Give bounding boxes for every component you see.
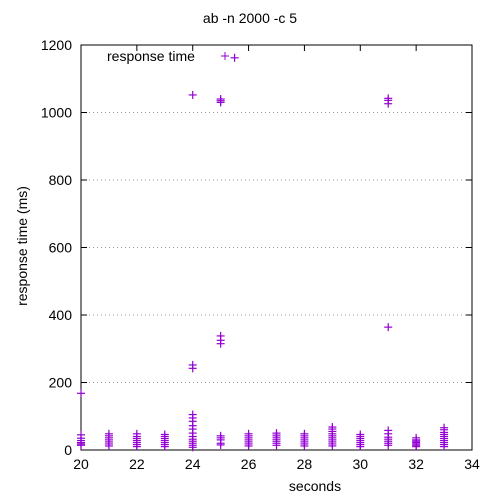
x-tick-label: 24 bbox=[185, 456, 201, 472]
data-point bbox=[160, 442, 169, 451]
data-point bbox=[328, 441, 337, 450]
y-tick-label: 800 bbox=[49, 172, 73, 188]
data-point bbox=[132, 442, 141, 451]
data-point bbox=[77, 389, 85, 398]
y-tick-label: 1000 bbox=[41, 105, 72, 121]
data-point bbox=[384, 441, 393, 450]
legend-label: response time bbox=[107, 48, 195, 64]
data-point bbox=[188, 443, 197, 452]
data-point bbox=[104, 441, 113, 450]
data-point bbox=[300, 441, 309, 450]
data-point bbox=[440, 442, 449, 451]
y-tick-label: 1200 bbox=[41, 37, 72, 53]
data-point bbox=[216, 98, 225, 107]
y-tick-label: 200 bbox=[49, 375, 73, 391]
data-point bbox=[384, 99, 393, 108]
y-tick-label: 600 bbox=[49, 240, 73, 256]
data-point bbox=[356, 442, 365, 451]
x-axis-label: seconds bbox=[288, 478, 342, 494]
data-point bbox=[412, 442, 421, 451]
x-tick-label: 22 bbox=[129, 456, 145, 472]
data-point bbox=[216, 339, 225, 348]
data-point bbox=[77, 441, 85, 450]
data-point bbox=[188, 90, 197, 99]
data-point bbox=[244, 441, 253, 450]
x-tick-label: 20 bbox=[73, 456, 89, 472]
data-point bbox=[230, 53, 239, 62]
y-tick-label: 0 bbox=[64, 442, 72, 458]
x-tick-label: 26 bbox=[241, 456, 257, 472]
x-tick-label: 32 bbox=[408, 456, 424, 472]
y-tick-label: 400 bbox=[49, 307, 73, 323]
chart-title: ab -n 2000 -c 5 bbox=[202, 10, 298, 26]
data-point bbox=[216, 440, 225, 449]
x-tick-label: 30 bbox=[352, 456, 368, 472]
data-point bbox=[188, 364, 197, 373]
data-point bbox=[384, 323, 393, 332]
x-tick-label: 28 bbox=[297, 456, 313, 472]
x-tick-label: 34 bbox=[464, 456, 480, 472]
data-point bbox=[272, 441, 281, 450]
